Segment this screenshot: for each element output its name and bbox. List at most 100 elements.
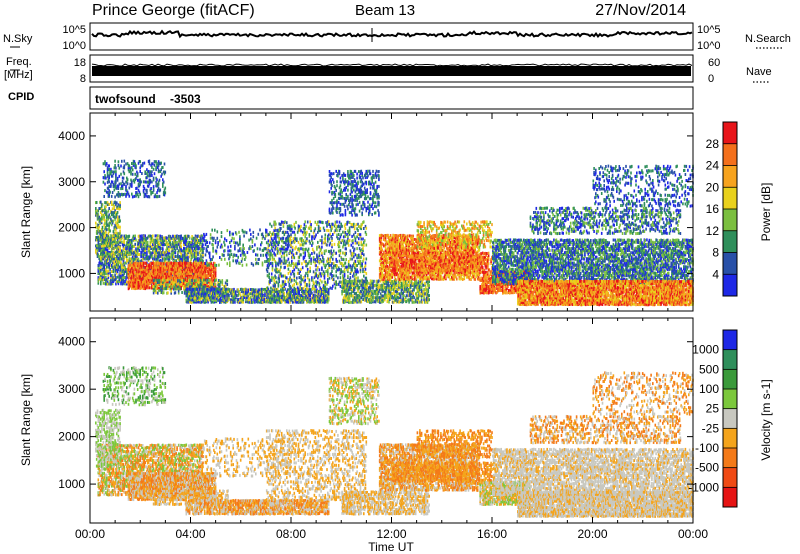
power-point — [193, 259, 196, 263]
power-point — [208, 265, 210, 269]
power-point — [193, 285, 196, 289]
power-point — [132, 286, 135, 290]
power-point — [293, 230, 296, 234]
power-point — [126, 238, 129, 242]
power-point — [165, 248, 167, 252]
power-point — [141, 249, 144, 253]
power-point — [155, 261, 157, 265]
power-point — [111, 282, 114, 286]
power-point — [172, 247, 174, 251]
power-point — [200, 285, 203, 288]
power-point — [141, 268, 144, 272]
power-point — [224, 284, 227, 288]
power-point — [117, 184, 120, 188]
power-point — [124, 270, 126, 274]
power-point — [200, 257, 203, 261]
power-point — [195, 278, 198, 282]
power-point — [188, 274, 191, 278]
power-point — [255, 292, 258, 296]
power-point — [158, 178, 161, 182]
power-point — [133, 270, 136, 274]
power-point — [118, 278, 121, 282]
power-point — [302, 248, 305, 251]
power-point — [172, 253, 174, 257]
power-point — [155, 195, 157, 199]
power-point — [133, 257, 136, 261]
power-point — [152, 162, 154, 166]
power-point — [300, 224, 302, 228]
power-point — [202, 236, 204, 240]
power-point — [108, 265, 110, 269]
power-point — [339, 284, 342, 288]
power-point — [198, 245, 200, 248]
power-point — [109, 190, 111, 194]
power-point — [100, 261, 102, 265]
power-point — [263, 298, 265, 301]
power-point — [171, 257, 173, 260]
power-point — [146, 267, 148, 271]
power-point — [144, 265, 146, 269]
power-point — [99, 242, 101, 246]
power-point — [137, 257, 140, 261]
power-point — [131, 269, 133, 273]
power-point — [157, 281, 159, 284]
power-point — [111, 191, 114, 194]
power-point — [157, 261, 160, 265]
power-point — [137, 268, 140, 272]
power-point — [127, 168, 130, 172]
power-point — [195, 276, 198, 280]
power-point — [139, 264, 141, 268]
power-point — [124, 255, 126, 259]
power-point — [188, 271, 191, 275]
power-point — [283, 241, 286, 245]
power-point — [172, 274, 175, 278]
power-point — [105, 267, 107, 271]
power-point — [172, 285, 175, 289]
power-point — [345, 258, 347, 261]
power-point — [151, 266, 153, 270]
power-point — [182, 257, 184, 261]
power-point — [148, 171, 151, 175]
power-point — [195, 274, 198, 278]
power-point — [182, 262, 184, 266]
power-point — [307, 247, 310, 251]
power-point — [132, 266, 135, 270]
power-point — [206, 292, 208, 296]
power-point — [260, 296, 262, 300]
power-point — [195, 296, 198, 300]
power-point — [226, 283, 229, 286]
power-point — [139, 266, 141, 270]
power-point — [242, 290, 244, 294]
power-point — [340, 233, 342, 237]
power-point — [150, 187, 152, 190]
power-point — [184, 243, 187, 246]
power-point — [149, 188, 152, 192]
power-point — [203, 276, 206, 280]
power-point — [183, 247, 186, 251]
power-point — [349, 264, 352, 268]
power-point — [101, 273, 104, 277]
power-point — [284, 280, 286, 284]
power-point — [286, 276, 288, 280]
power-point — [173, 274, 176, 278]
power-point — [193, 255, 196, 259]
power-point — [151, 162, 153, 166]
power-point — [162, 238, 164, 242]
power-point — [155, 280, 157, 284]
power-point — [142, 253, 145, 257]
power-point — [149, 180, 152, 184]
power-point — [220, 300, 223, 304]
power-point — [139, 240, 141, 244]
power-point — [160, 254, 162, 258]
power-point — [198, 247, 200, 251]
power-point — [141, 282, 144, 286]
power-point — [157, 265, 160, 269]
power-point — [211, 281, 213, 284]
power-point — [157, 162, 160, 165]
power-point — [180, 247, 182, 251]
power-point — [331, 274, 333, 277]
power-point — [126, 271, 128, 275]
power-point — [168, 238, 171, 242]
power-point — [100, 282, 102, 286]
power-point — [312, 256, 315, 260]
